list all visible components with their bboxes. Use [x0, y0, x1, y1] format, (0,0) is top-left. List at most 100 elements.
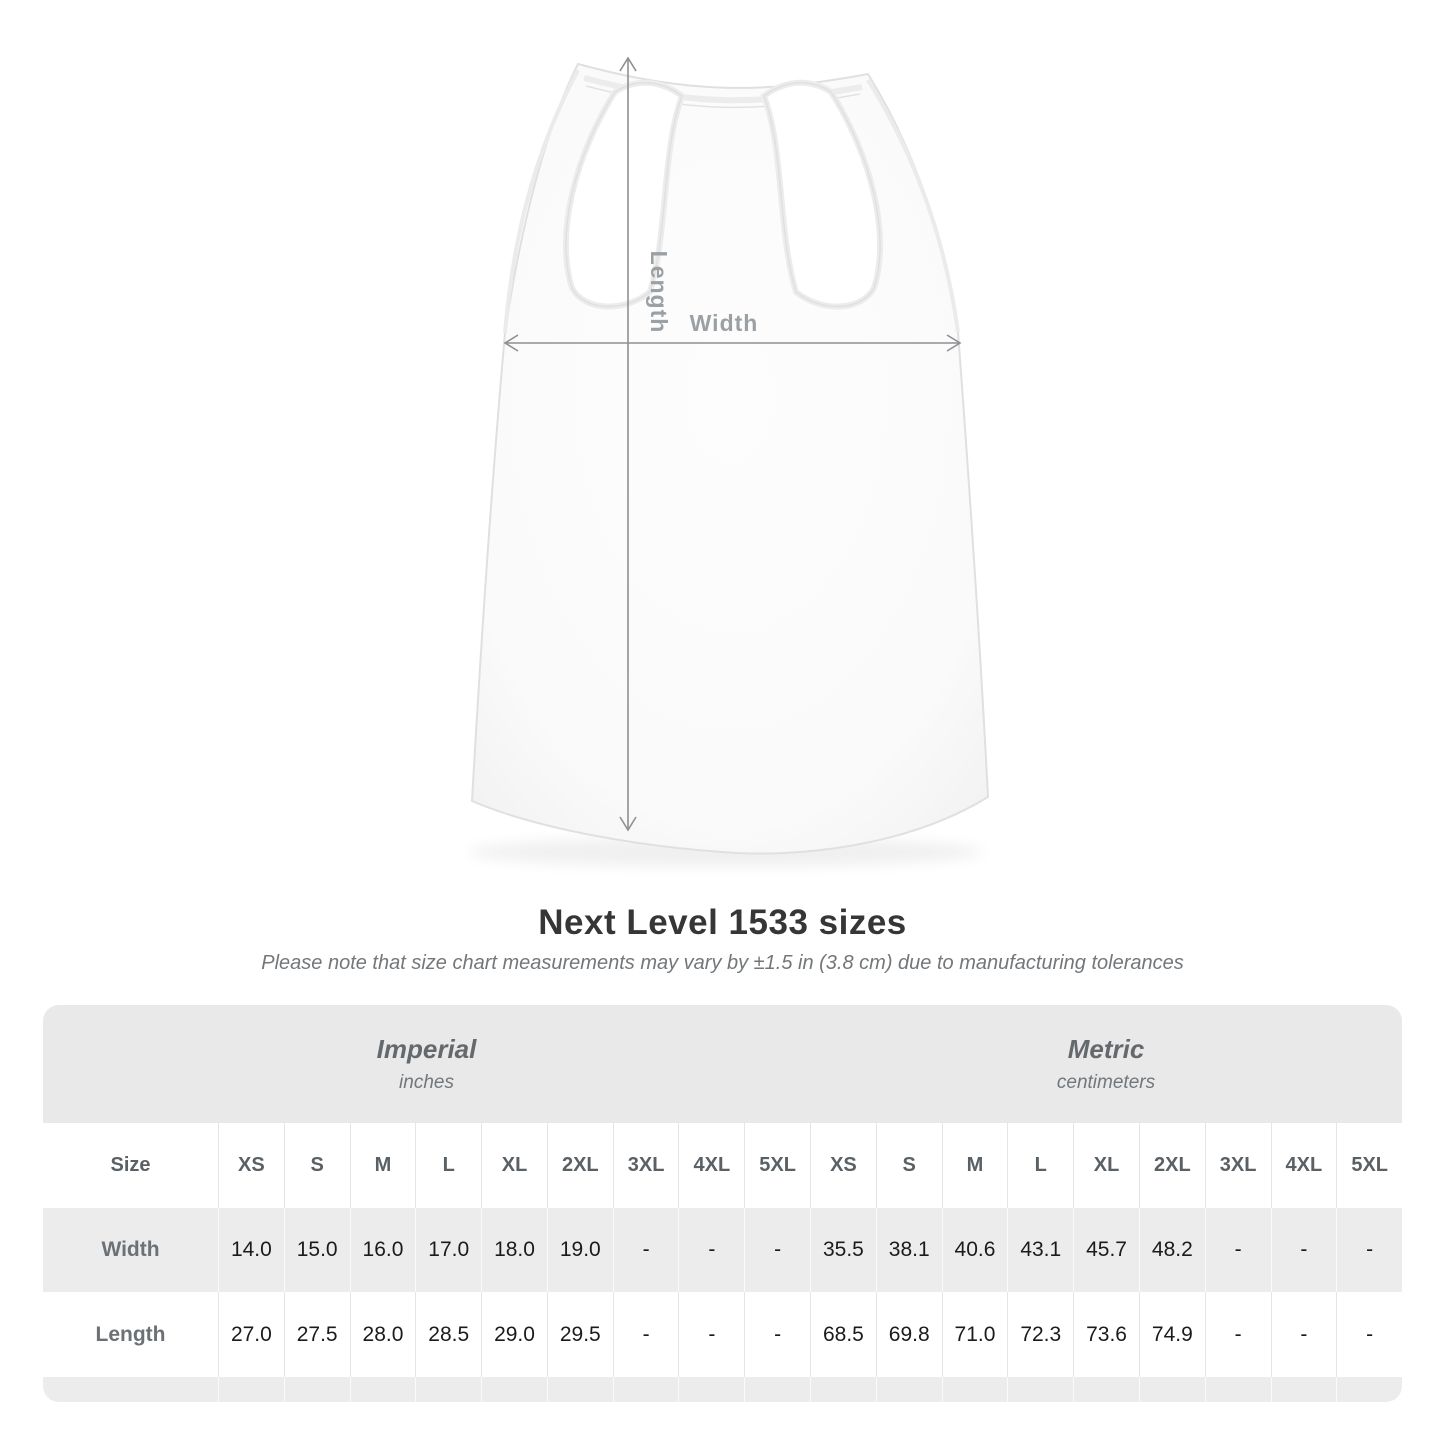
width-metric-4xl: -	[1270, 1208, 1337, 1292]
length-metric-4xl: -	[1270, 1292, 1337, 1377]
size-table: Imperial inches Metric centimeters Size …	[43, 1005, 1402, 1402]
footer-cell	[1336, 1377, 1402, 1402]
footer-cell	[941, 1377, 1008, 1402]
footer-cell	[1073, 1377, 1139, 1402]
footer-cell	[283, 1377, 350, 1402]
size-header-metric-xl: XL	[1073, 1123, 1139, 1208]
table-footer-row	[43, 1377, 1402, 1402]
width-imperial-s: 15.0	[283, 1208, 350, 1292]
length-imperial-4xl: -	[678, 1292, 744, 1377]
length-metric-xs: 68.5	[810, 1292, 876, 1377]
length-metric-3xl: -	[1204, 1292, 1271, 1377]
width-metric-s: 38.1	[875, 1208, 942, 1292]
length-metric-xl: 73.6	[1073, 1292, 1139, 1377]
size-header-imperial-l: L	[415, 1123, 481, 1208]
size-header-imperial-2xl: 2XL	[546, 1123, 613, 1208]
length-imperial-xl: 29.0	[481, 1292, 547, 1377]
length-imperial-3xl: -	[612, 1292, 679, 1377]
imperial-unit-label: inches	[399, 1072, 454, 1093]
width-imperial-xl: 18.0	[481, 1208, 547, 1292]
width-imperial-l: 17.0	[415, 1208, 481, 1292]
width-metric-2xl: 48.2	[1138, 1208, 1205, 1292]
footer-cell	[415, 1377, 481, 1402]
width-imperial-xs: 14.0	[218, 1208, 284, 1292]
right-armhole-trim	[763, 82, 881, 308]
footer-cell	[1138, 1377, 1205, 1402]
length-metric-5xl: -	[1336, 1292, 1402, 1377]
length-metric-m: 71.0	[941, 1292, 1008, 1377]
width-row-label: Width	[101, 1238, 160, 1261]
length-imperial-s: 27.5	[283, 1292, 350, 1377]
size-header-metric-s: S	[875, 1123, 942, 1208]
imperial-label: Imperial	[376, 1034, 477, 1064]
footer-cell	[218, 1377, 284, 1402]
length-imperial-2xl: 29.5	[546, 1292, 613, 1377]
size-header-imperial-4xl: 4XL	[678, 1123, 744, 1208]
tank-top-diagram: Length Width	[468, 56, 990, 867]
unit-header-row: Imperial inches Metric centimeters	[43, 1005, 1402, 1123]
size-header-metric-5xl: 5XL	[1336, 1123, 1402, 1208]
width-imperial-4xl: -	[678, 1208, 744, 1292]
width-metric-m: 40.6	[941, 1208, 1008, 1292]
right-armhole-edge	[866, 78, 960, 333]
width-metric-3xl: -	[1204, 1208, 1271, 1292]
footer-cell	[349, 1377, 416, 1402]
size-header-imperial-3xl: 3XL	[612, 1123, 679, 1208]
size-header-imperial-xs: XS	[218, 1123, 284, 1208]
footer-cell	[678, 1377, 744, 1402]
footer-cell	[1270, 1377, 1337, 1402]
metric-unit-label: centimeters	[1056, 1072, 1156, 1093]
size-header-imperial-m: M	[349, 1123, 416, 1208]
tank-body	[470, 62, 990, 855]
width-arrow	[503, 334, 962, 352]
footer-cell	[43, 1377, 218, 1402]
width-row: Width 14.0 15.0 16.0 17.0 18.0 19.0 - - …	[43, 1208, 1402, 1292]
size-header-metric-m: M	[941, 1123, 1008, 1208]
footer-cell	[875, 1377, 942, 1402]
size-col-header: Size	[110, 1154, 151, 1176]
size-chart-title: Next Level 1533 sizes	[538, 903, 907, 942]
footer-cell	[1007, 1377, 1073, 1402]
width-metric-l: 43.1	[1007, 1208, 1073, 1292]
footer-cell	[810, 1377, 876, 1402]
length-row: Length 27.0 27.5 28.0 28.5 29.0 29.5 - -…	[43, 1292, 1402, 1377]
size-header-imperial-5xl: 5XL	[744, 1123, 810, 1208]
length-label: Length	[646, 251, 672, 334]
size-header-metric-4xl: 4XL	[1270, 1123, 1337, 1208]
left-armhole-edge	[503, 69, 580, 334]
unit-header-imperial: Imperial inches	[43, 1005, 810, 1123]
width-imperial-5xl: -	[744, 1208, 810, 1292]
length-metric-s: 69.8	[875, 1292, 942, 1377]
width-metric-xs: 35.5	[810, 1208, 876, 1292]
footer-cell	[481, 1377, 547, 1402]
footer-cell	[612, 1377, 679, 1402]
left-armhole-trim	[565, 82, 683, 308]
unit-header-metric: Metric centimeters	[810, 1005, 1402, 1123]
size-header-imperial-xl: XL	[481, 1123, 547, 1208]
length-metric-l: 72.3	[1007, 1292, 1073, 1377]
size-header-metric-2xl: 2XL	[1138, 1123, 1205, 1208]
footer-cell	[744, 1377, 810, 1402]
footer-cell	[546, 1377, 613, 1402]
width-imperial-2xl: 19.0	[546, 1208, 613, 1292]
size-header-metric-xs: XS	[810, 1123, 876, 1208]
tolerance-note: Please note that size chart measurements…	[261, 952, 1184, 974]
length-imperial-l: 28.5	[415, 1292, 481, 1377]
width-metric-5xl: -	[1336, 1208, 1402, 1292]
width-label: Width	[690, 310, 759, 336]
metric-label: Metric	[1067, 1034, 1145, 1064]
width-imperial-3xl: -	[612, 1208, 679, 1292]
size-header-metric-l: L	[1007, 1123, 1073, 1208]
length-imperial-xs: 27.0	[218, 1292, 284, 1377]
length-row-label: Length	[95, 1322, 166, 1346]
footer-cell	[1204, 1377, 1271, 1402]
length-imperial-m: 28.0	[349, 1292, 416, 1377]
width-imperial-m: 16.0	[349, 1208, 416, 1292]
size-header-imperial-s: S	[283, 1123, 350, 1208]
size-header-metric-3xl: 3XL	[1204, 1123, 1271, 1208]
length-metric-2xl: 74.9	[1138, 1292, 1205, 1377]
size-header-row: Size XS S M L XL 2XL 3XL 4XL 5XL XS S M …	[43, 1123, 1402, 1208]
length-arrow	[619, 56, 637, 832]
length-imperial-5xl: -	[744, 1292, 810, 1377]
